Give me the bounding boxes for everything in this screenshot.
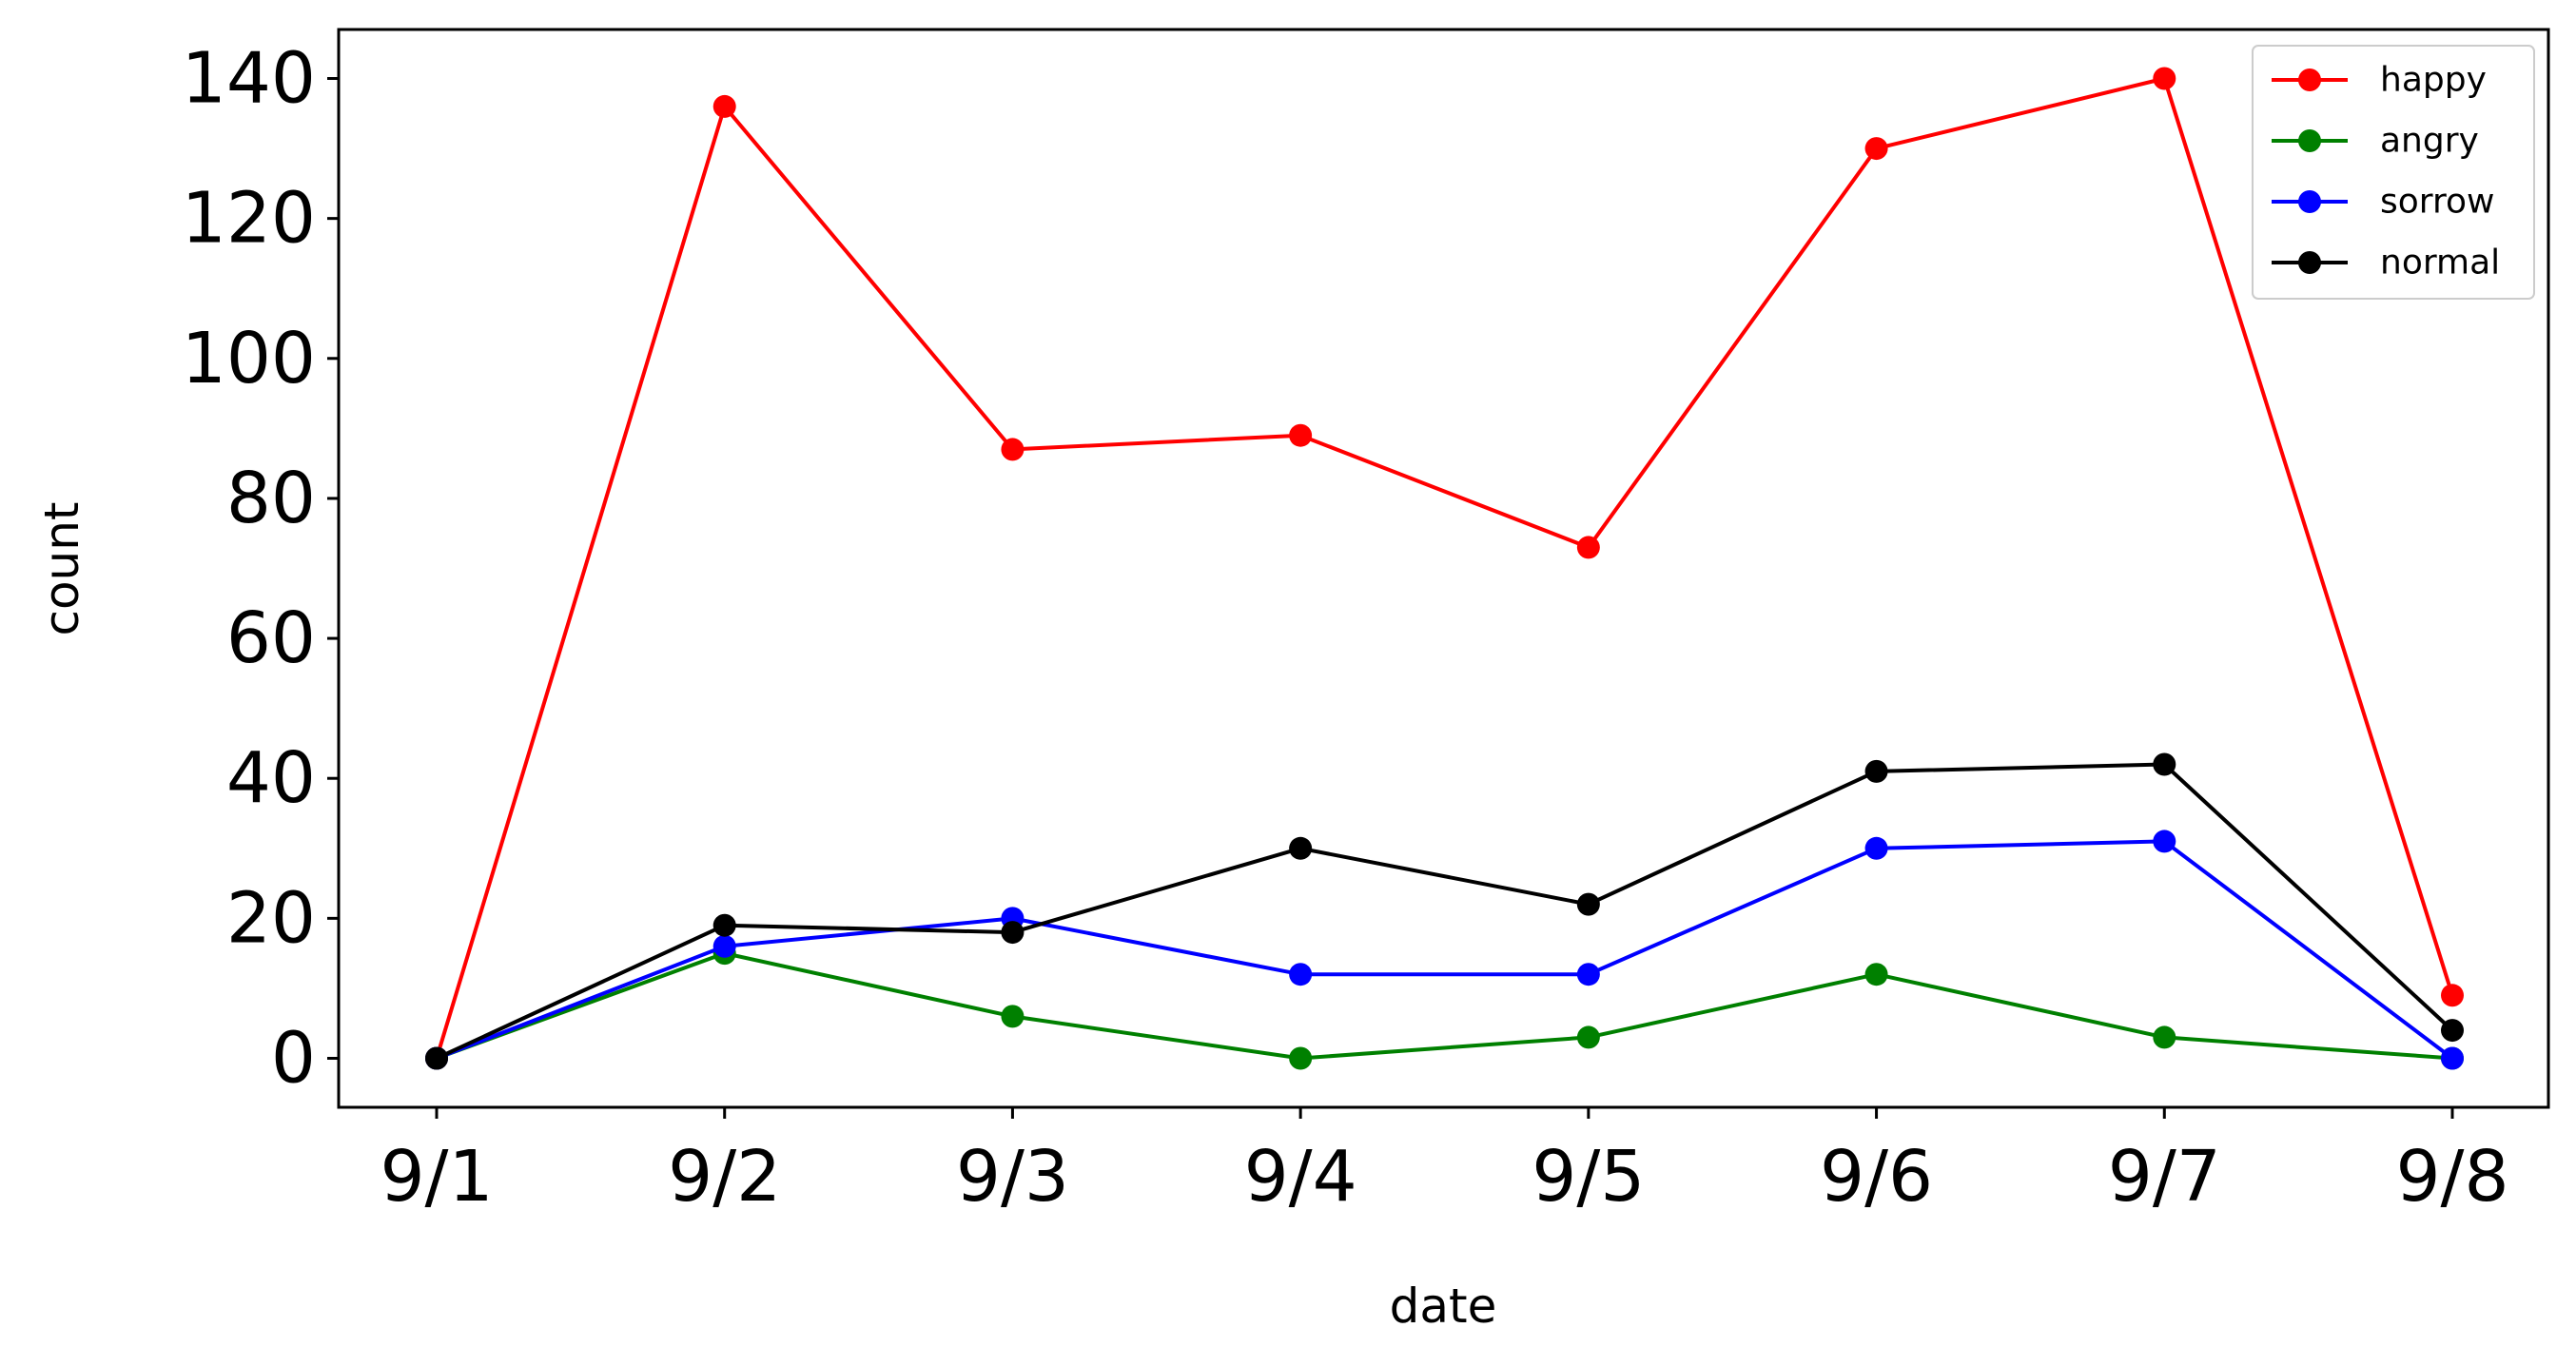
x-tick-label: 9/3 [956,1136,1069,1218]
data-point-angry [2153,1025,2176,1049]
data-point-happy [712,94,736,118]
x-axis: 9/1 9/2 9/3 9/4 9/5 9/6 9/7 9/8 [380,1107,2509,1218]
data-point-normal [425,1046,448,1070]
data-point-sorrow [1576,963,1600,986]
y-tick-label: 40 [226,737,316,819]
y-axis: 0 20 40 60 80 100 120 140 [182,38,339,1100]
y-tick-label: 60 [226,597,316,679]
x-tick-label: 9/2 [668,1136,781,1218]
legend: happy angry sorrow normal [2252,45,2535,300]
x-tick-label: 9/1 [380,1136,493,1218]
y-tick-label: 120 [182,178,316,260]
data-point-angry [1289,1046,1313,1070]
x-tick-label: 9/4 [1244,1136,1357,1218]
legend-label-angry: angry [2380,122,2479,161]
data-point-normal [1001,921,1025,945]
legend-box [2252,45,2535,300]
y-axis-label: count [34,501,89,635]
y-tick-label: 80 [226,458,316,539]
series-angry [425,942,2464,1070]
data-point-happy [2441,984,2464,1007]
legend-marker-normal [2298,251,2321,274]
data-point-happy [1864,137,1888,161]
y-tick-label: 20 [226,877,316,959]
x-axis-label: date [1390,1279,1497,1334]
data-point-happy [2153,67,2176,90]
data-point-angry [1864,963,1888,986]
y-tick-label: 140 [182,38,316,120]
data-point-angry [1576,1025,1600,1049]
data-point-sorrow [2153,830,2176,853]
x-tick-label: 9/8 [2395,1136,2508,1218]
legend-marker-happy [2298,68,2321,91]
x-tick-label: 9/5 [1532,1136,1645,1218]
series-line-happy [435,76,2454,1060]
data-point-sorrow [2441,1046,2464,1070]
series-line-normal [436,762,2454,1061]
data-point-normal [2153,752,2176,776]
series-line-sorrow [436,839,2454,1061]
legend-label-sorrow: sorrow [2380,183,2494,222]
series-layer [425,67,2464,1070]
x-tick-label: 9/6 [1820,1136,1933,1218]
data-point-normal [712,913,736,937]
data-point-sorrow [1289,963,1313,986]
data-point-happy [1001,438,1025,461]
data-point-sorrow [1864,836,1888,860]
data-point-normal [1576,892,1600,916]
y-tick-label: 100 [182,318,316,400]
x-tick-label: 9/7 [2108,1136,2221,1218]
data-point-angry [1001,1005,1025,1028]
y-tick-label: 0 [271,1018,316,1100]
legend-label-happy: happy [2380,61,2487,100]
series-normal [425,752,2464,1070]
data-point-normal [2441,1019,2464,1043]
plot-frame [337,28,2550,1109]
series-happy [425,67,2464,1070]
legend-marker-sorrow [2298,190,2321,213]
legend-label-normal: normal [2380,244,2500,283]
data-point-normal [1864,759,1888,783]
data-point-normal [1289,836,1313,860]
legend-marker-angry [2298,129,2321,152]
data-point-sorrow [712,934,736,958]
data-point-happy [1289,423,1313,447]
data-point-happy [1576,536,1600,559]
series-line-angry [436,951,2453,1061]
